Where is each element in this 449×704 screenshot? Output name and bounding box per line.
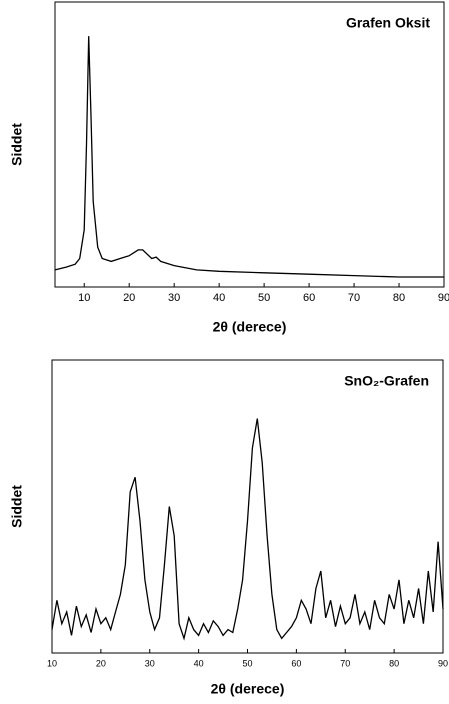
x-tick-label: 40 xyxy=(194,658,204,668)
x-axis-label: 2θ (derece) xyxy=(213,319,287,335)
x-tick-label: 90 xyxy=(438,292,449,304)
x-tick-label: 60 xyxy=(291,658,301,668)
chart-title: SnO₂-Grafen xyxy=(344,373,429,389)
plot-frame xyxy=(54,1,445,288)
x-tick-label: 30 xyxy=(168,292,180,304)
x-tick-label: 80 xyxy=(393,292,405,304)
x-tick-label: 30 xyxy=(145,658,155,668)
x-tick-label: 70 xyxy=(348,292,360,304)
x-tick-label: 40 xyxy=(213,292,225,304)
x-axis-label: 2θ (derece) xyxy=(211,681,285,697)
x-tick-label: 70 xyxy=(340,658,350,668)
x-tick-label: 20 xyxy=(96,658,106,668)
y-axis-label: Siddet xyxy=(9,485,25,528)
chart-title: Grafen Oksit xyxy=(346,15,430,31)
x-tick-label: 20 xyxy=(123,292,135,304)
x-tick-label: 90 xyxy=(438,658,448,668)
data-line xyxy=(54,36,444,278)
x-tick-label: 80 xyxy=(389,658,399,668)
data-line xyxy=(51,418,444,641)
y-axis-label: Siddet xyxy=(9,123,25,166)
x-tick-label: 10 xyxy=(78,292,90,304)
x-tick-label: 10 xyxy=(47,658,57,668)
x-tick-label: 50 xyxy=(258,292,270,304)
x-tick-label: 60 xyxy=(303,292,315,304)
plot-frame xyxy=(51,359,444,654)
x-tick-label: 50 xyxy=(242,658,252,668)
